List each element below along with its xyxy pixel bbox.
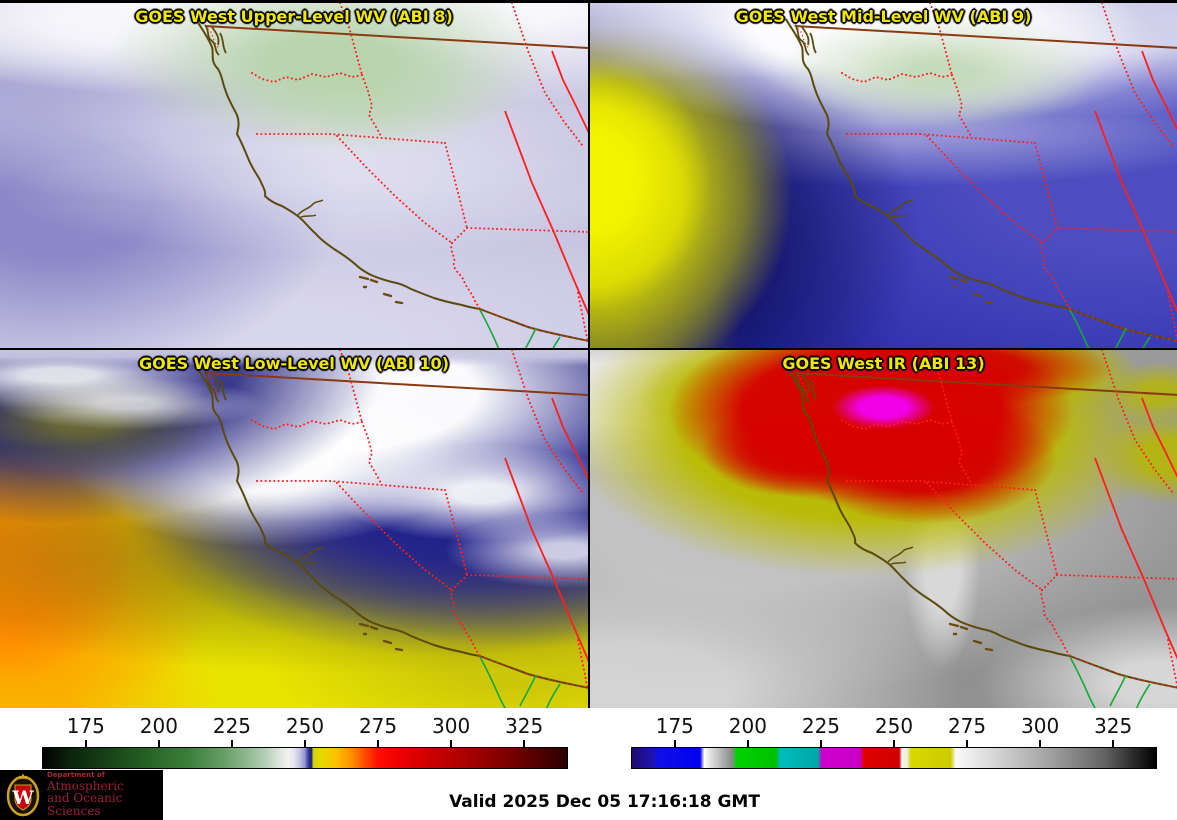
- colorbar-wv-tick-marks: [42, 740, 568, 747]
- valid-time: Valid 2025 Dec 05 17:16:18 GMT: [449, 792, 760, 812]
- colorbar-tick-mark: [157, 740, 160, 747]
- quad-panel-display: GOES West Upper-Level WV (ABI 8) GOES We…: [0, 0, 1177, 708]
- colorbar-tick-label: 300: [432, 714, 471, 738]
- logo-text: Department of Atmospheric and Oceanic Sc…: [47, 771, 163, 818]
- colorbar-tick-mark: [304, 740, 306, 747]
- basemap-overlay-upper-wv: [0, 3, 588, 348]
- colorbar-tick-label: 275: [358, 714, 398, 738]
- logo-line-2: Atmospheric: [47, 778, 124, 793]
- colorbar-tick-label: 200: [728, 714, 767, 738]
- colorbar-tick-label: 225: [212, 714, 252, 738]
- panel-title-upper-wv: GOES West Upper-Level WV (ABI 8): [135, 7, 453, 26]
- colorbar-tick-label: 325: [1094, 714, 1133, 738]
- basemap-overlay-ir: [590, 350, 1177, 708]
- panel-mid-level-wv: GOES West Mid-Level WV (ABI 9): [590, 3, 1177, 348]
- colorbar-tick-label: 250: [285, 714, 325, 738]
- colorbar-wv-tick-labels: 175 200 225 250 275 300 325: [42, 714, 568, 738]
- logo-line-1: Department of: [47, 771, 105, 780]
- colorbar-tick-label: 175: [66, 714, 105, 738]
- colorbar-tick-mark: [230, 740, 233, 747]
- colorbar-ir-tick-marks: [631, 740, 1157, 747]
- colorbar-wv-gradient: [42, 747, 568, 769]
- colorbar-tick-mark: [746, 740, 749, 747]
- uw-crest-icon: W: [6, 773, 40, 817]
- colorbar-ir-tick-labels: 175 200 225 250 275 300 325: [631, 714, 1157, 738]
- colorbar-tick-label: 325: [505, 714, 544, 738]
- colorbar-tick-label: 275: [947, 714, 987, 738]
- colorbar-tick-mark: [1112, 740, 1115, 747]
- aos-logo: W Department of Atmospheric and Oceanic …: [0, 770, 163, 820]
- colorbar-tick-label: 175: [655, 714, 694, 738]
- colorbar-tick-mark: [966, 740, 969, 747]
- colorbar-tick-mark: [893, 740, 895, 747]
- colorbar-wv: 175 200 225 250 275 300 325: [42, 708, 568, 770]
- panel-title-ir: GOES West IR (ABI 13): [782, 354, 985, 373]
- basemap-overlay-low-wv: [0, 350, 588, 708]
- colorbar-ir-gradient: [631, 747, 1157, 769]
- basemap-overlay-mid-wv: [590, 3, 1177, 348]
- panel-upper-level-wv: GOES West Upper-Level WV (ABI 8): [0, 3, 588, 348]
- logo-line-3: and Oceanic Sciences: [47, 791, 123, 818]
- colorbar-tick-mark: [84, 740, 87, 747]
- colorbar-tick-mark: [450, 740, 453, 747]
- footer: W Department of Atmospheric and Oceanic …: [0, 770, 1177, 820]
- colorbar-tick-mark: [1039, 740, 1042, 747]
- panel-title-low-wv: GOES West Low-Level WV (ABI 10): [138, 354, 449, 373]
- colorbar-tick-mark: [819, 740, 822, 747]
- panel-title-mid-wv: GOES West Mid-Level WV (ABI 9): [735, 7, 1032, 26]
- colorbar-tick-label: 300: [1021, 714, 1060, 738]
- colorbar-ir: 175 200 225 250 275 300 325: [631, 708, 1157, 770]
- panel-ir: GOES West IR (ABI 13): [590, 350, 1177, 708]
- colorbar-legend-row: 175 200 225 250 275 300 325 175 200 225 250 275 300…: [0, 708, 1177, 770]
- colorbar-tick-mark: [377, 740, 380, 747]
- colorbar-tick-label: 250: [874, 714, 914, 738]
- colorbar-tick-label: 225: [801, 714, 841, 738]
- crest-letter: W: [11, 787, 34, 809]
- panel-low-level-wv: GOES West Low-Level WV (ABI 10): [0, 350, 588, 708]
- colorbar-tick-label: 200: [139, 714, 178, 738]
- colorbar-tick-mark: [673, 740, 676, 747]
- colorbar-tick-mark: [523, 740, 526, 747]
